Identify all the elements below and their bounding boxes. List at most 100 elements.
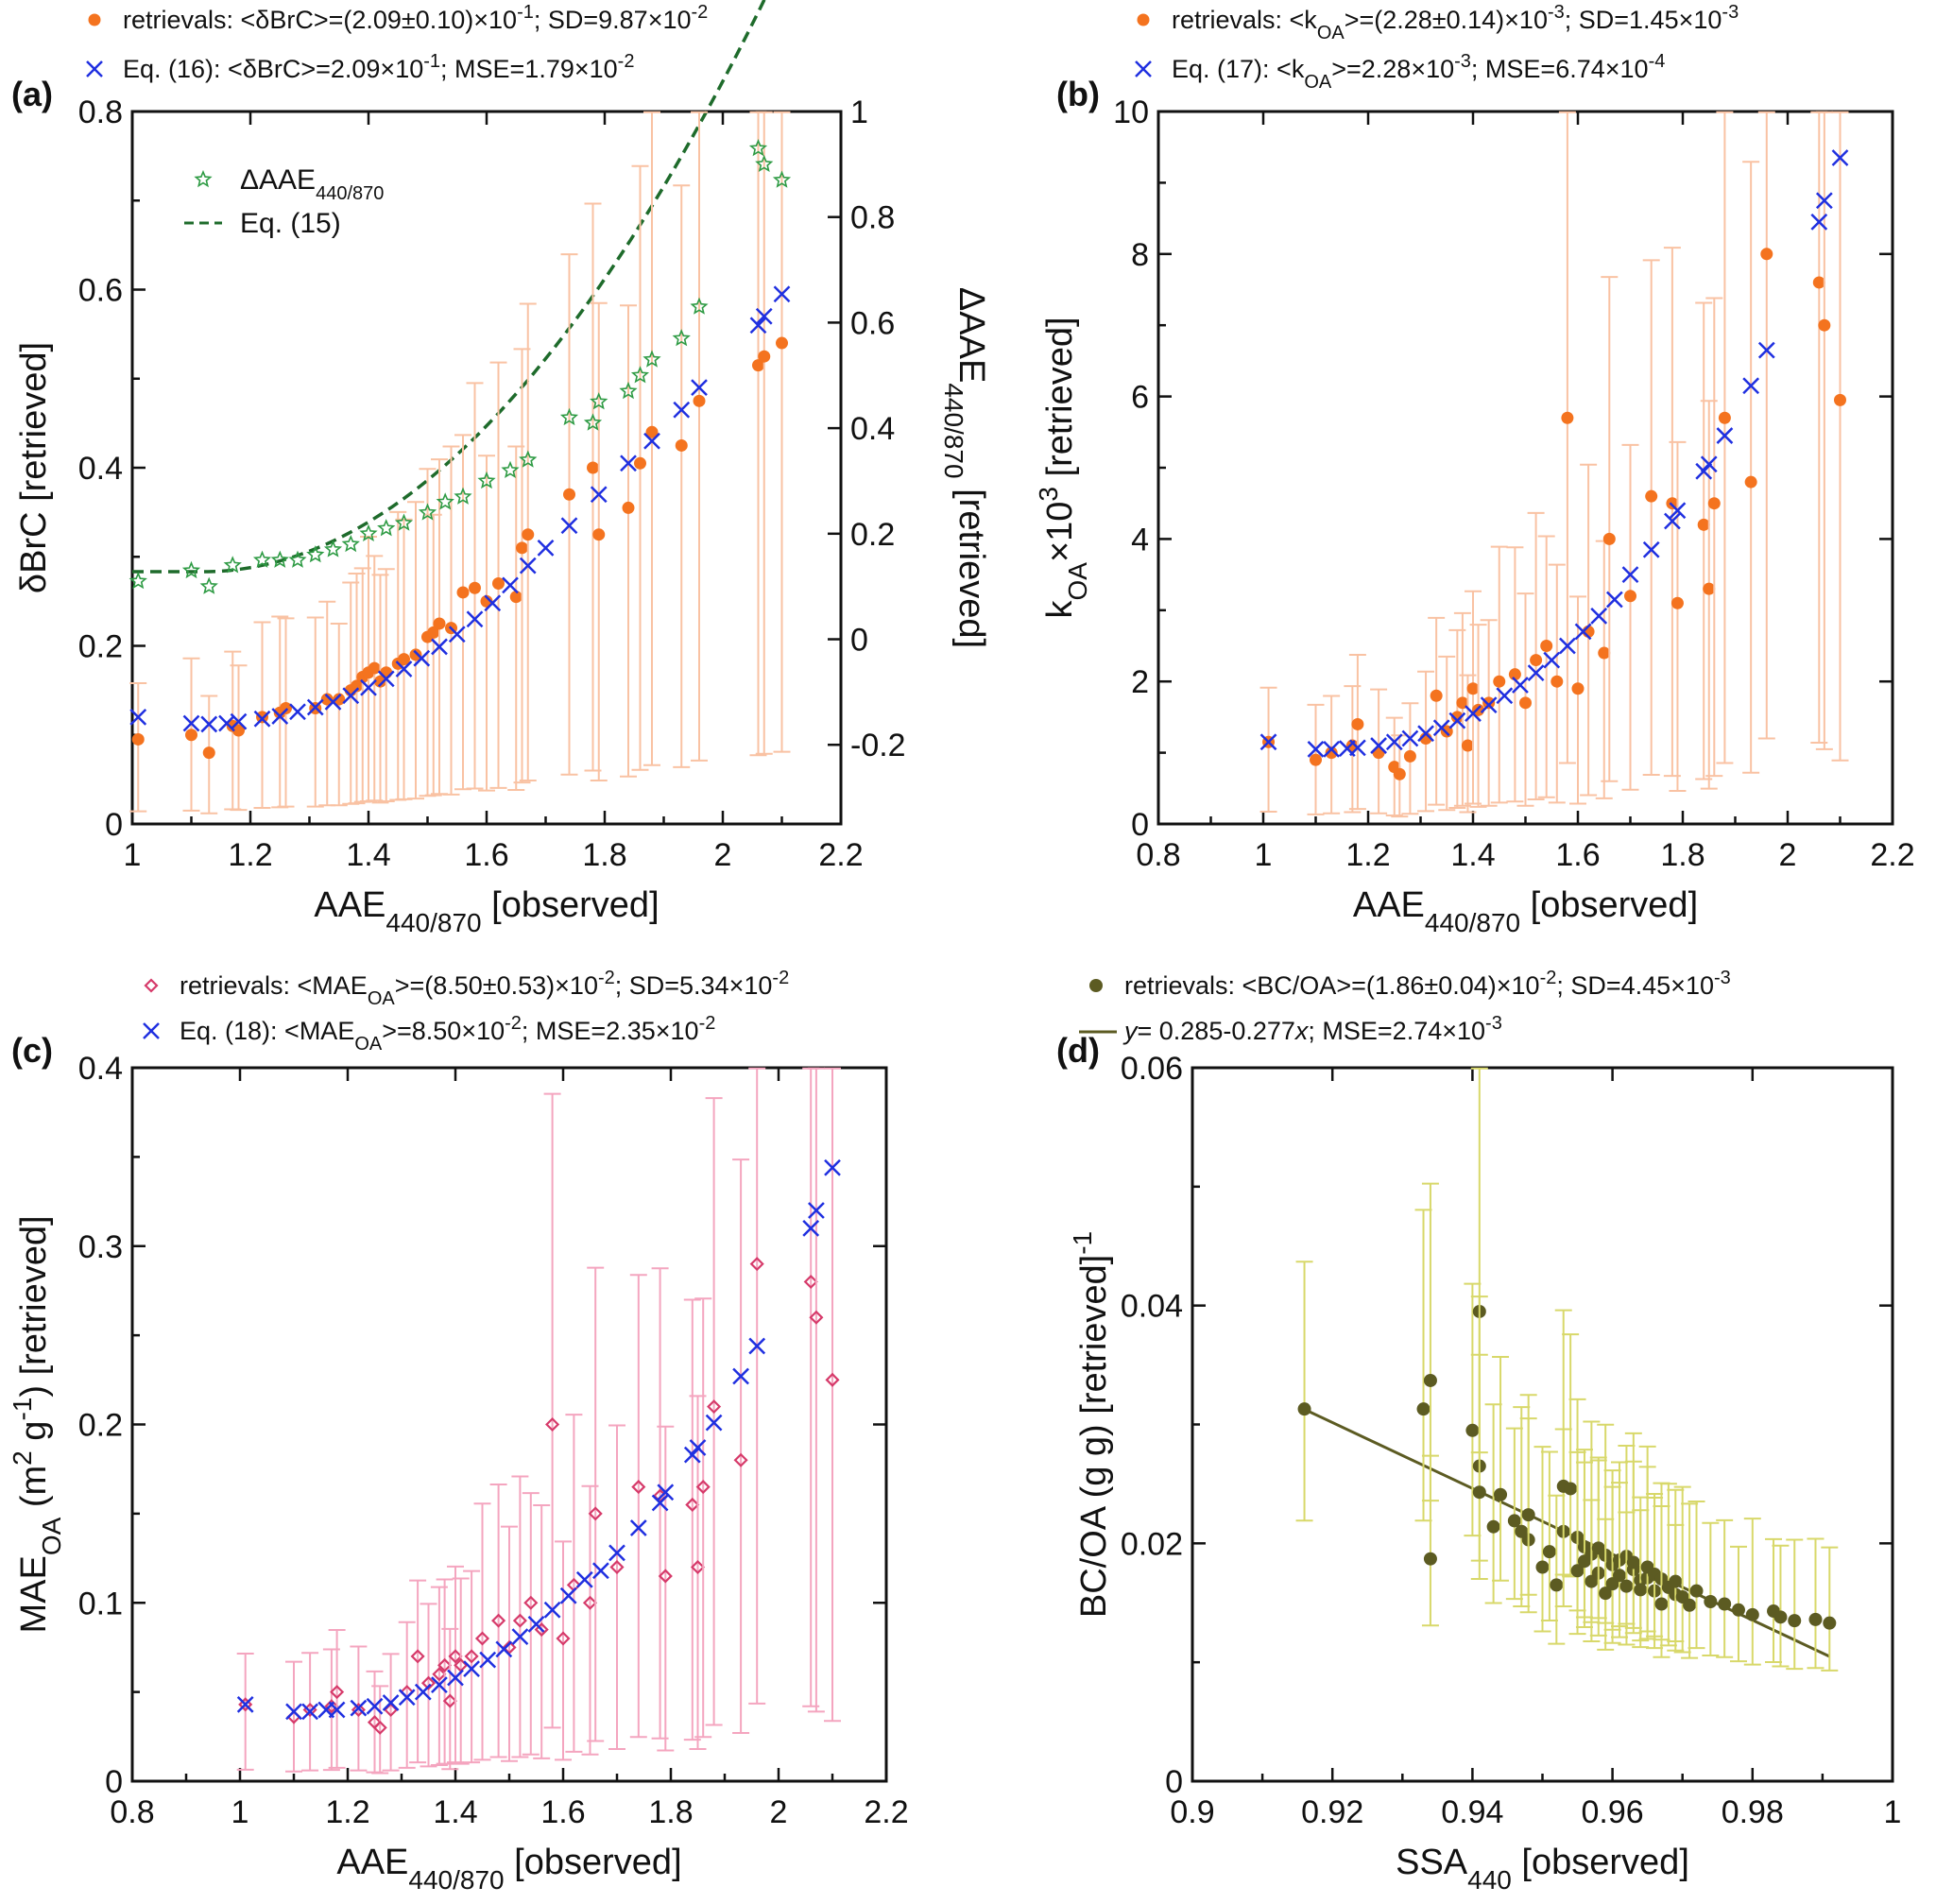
- data-point: [398, 1689, 416, 1707]
- x-tick-label: 1.4: [1450, 837, 1495, 873]
- data-point: [473, 1502, 491, 1761]
- data-point: [342, 687, 360, 705]
- legend-item: Eq. (18): <MAEOA>=8.50×10-2; MSE=2.35×10…: [143, 1013, 715, 1055]
- data-point: [1742, 377, 1760, 395]
- data-point: [749, 317, 767, 334]
- data-point: [642, 350, 661, 368]
- data-point: [252, 550, 272, 568]
- data-point: [631, 164, 649, 771]
- series-1: [1259, 149, 1849, 758]
- data-point: [1385, 733, 1403, 751]
- data-point: [441, 1627, 459, 1771]
- x-axis-label: AAE440/870 [observed]: [1353, 885, 1698, 937]
- data-point: [590, 486, 608, 504]
- x-tick-label: 1.8: [582, 837, 626, 873]
- data-point: [1621, 443, 1639, 791]
- y-tick-label: 10: [1113, 94, 1149, 130]
- data-point: [1673, 1485, 1691, 1654]
- legend-label: retrievals: <δBrC>=(2.09±0.10)×10-1; SD=…: [123, 2, 708, 34]
- data-point: [1516, 592, 1534, 807]
- data-point: [808, 1202, 825, 1219]
- series-0: [1259, 111, 1849, 818]
- data-point: [1687, 1500, 1705, 1650]
- data-point: [200, 695, 218, 815]
- inset-legend-item: Eq. (15): [184, 208, 341, 239]
- data-point: [288, 550, 307, 568]
- x-tick-label: 2: [714, 837, 732, 873]
- data-point: [1729, 1545, 1747, 1663]
- data-point: [484, 594, 502, 612]
- data-point: [463, 1660, 480, 1677]
- x-tick-label: 0.94: [1441, 1794, 1503, 1830]
- y-axis-label: MAEOA (m2 g-1) [retrieved]: [8, 1215, 66, 1633]
- x-tick-label: 1.6: [464, 837, 508, 873]
- eq15-curve: [132, 0, 766, 574]
- data-point: [619, 381, 638, 400]
- y2-tick-label: 1: [850, 94, 868, 130]
- data-point: [236, 1695, 254, 1713]
- data-point: [1348, 654, 1366, 811]
- y-tick-label: 0.6: [78, 273, 123, 309]
- data-point: [1590, 607, 1608, 625]
- data-point: [689, 1439, 707, 1456]
- data-point: [306, 545, 325, 563]
- panel-d-label: (d): [1056, 1031, 1100, 1070]
- data-point: [182, 714, 200, 732]
- data-point: [478, 455, 495, 792]
- data-point: [1480, 696, 1498, 713]
- panel-a: 1 1.2 1.4 1.6 1.8 2 2.2 0 0.2 0.4 0.6 0.8 -0.2 0 0.2 0.…: [11, 0, 991, 937]
- data-point: [360, 678, 377, 696]
- legend-marker: [1135, 60, 1152, 77]
- y2-tick-label: 0.2: [850, 517, 895, 553]
- data-point: [236, 1652, 254, 1771]
- data-point: [683, 1446, 701, 1464]
- series-0: [129, 111, 791, 815]
- data-point: [1259, 733, 1277, 751]
- data-point: [620, 304, 637, 778]
- data-point: [479, 1651, 497, 1669]
- data-point: [1533, 1446, 1551, 1633]
- y-tick-label: 2: [1131, 664, 1149, 700]
- y2-tick-label: 0: [850, 623, 868, 659]
- data-point: [673, 401, 691, 419]
- data-point: [495, 1640, 513, 1658]
- data-point: [1765, 1537, 1783, 1664]
- data-point: [1681, 1502, 1699, 1659]
- data-point: [395, 660, 413, 678]
- data-point: [324, 693, 342, 711]
- plot-frame: [1191, 1066, 1894, 1783]
- data-point: [1417, 725, 1434, 743]
- data-point: [431, 458, 448, 796]
- data-point: [424, 513, 442, 797]
- data-point: [366, 1670, 384, 1774]
- data-point: [377, 670, 395, 688]
- data-point: [1821, 1546, 1839, 1672]
- data-point: [1307, 703, 1325, 815]
- data-point: [543, 1601, 561, 1619]
- x-tick-label: 1.2: [228, 837, 272, 873]
- inset-legend-label: Eq. (15): [240, 208, 341, 239]
- data-point: [1716, 111, 1734, 764]
- series-2: [128, 138, 792, 594]
- data-point: [230, 664, 248, 812]
- data-point: [366, 1697, 384, 1715]
- data-point: [581, 1484, 599, 1756]
- data-point: [608, 1544, 625, 1562]
- data-point: [672, 329, 691, 347]
- y-tick-label: 0.2: [78, 629, 123, 665]
- data-point: [537, 539, 555, 557]
- data-point: [583, 413, 603, 431]
- legend-label: y= 0.285-0.277x; MSE=2.74×10-3: [1122, 1013, 1502, 1045]
- data-point: [323, 540, 343, 557]
- data-point: [409, 1579, 427, 1764]
- y-axis-label: δBrC [retrieved]: [14, 342, 54, 593]
- data-point: [732, 1367, 749, 1385]
- data-point: [1786, 1538, 1804, 1671]
- data-point: [431, 638, 448, 656]
- data-point: [511, 1628, 529, 1645]
- panel-c-label: (c): [11, 1031, 53, 1070]
- legend-marker: [86, 60, 103, 77]
- data-point: [394, 513, 414, 531]
- data-point: [590, 392, 608, 410]
- data-point: [1716, 427, 1734, 444]
